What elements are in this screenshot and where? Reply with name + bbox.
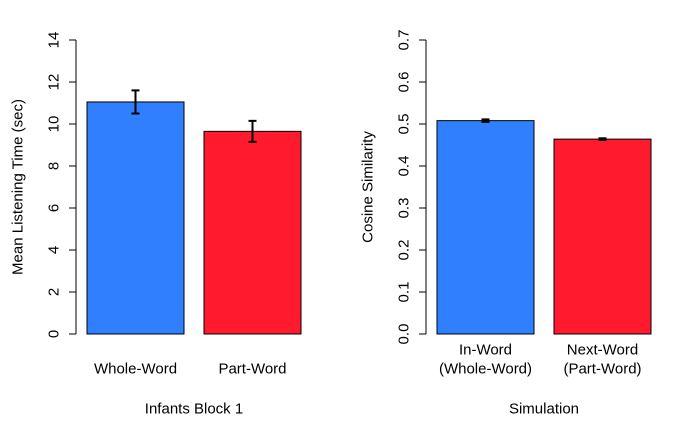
y-tick-label: 0.6 bbox=[396, 72, 413, 93]
y-tick-label: 8 bbox=[46, 162, 63, 170]
category-label: Next-Word bbox=[567, 342, 638, 359]
category-label: (Part-Word) bbox=[563, 361, 641, 378]
y-tick-label: 14 bbox=[46, 32, 63, 49]
y-tick-label: 6 bbox=[46, 204, 63, 212]
category-label: Part-Word bbox=[218, 361, 286, 378]
x-axis-title-simulation: Simulation bbox=[509, 401, 579, 418]
panel-simulation: 0.0 0.1 0.2 0.3 0.4 0.5 0.6 0.7 In-Word (Whole-Wo… bbox=[360, 30, 652, 418]
y-tick-label: 0.2 bbox=[396, 240, 413, 261]
y-tick-label: 12 bbox=[46, 74, 63, 91]
category-label: In-Word bbox=[459, 342, 512, 359]
bar-part-word bbox=[203, 130, 302, 335]
y-tick-label: 0.5 bbox=[396, 114, 413, 135]
y-tick-label: 0.7 bbox=[396, 30, 413, 51]
category-label: Whole-Word bbox=[94, 361, 177, 378]
y-axis-title-infants: Mean Listening Time (sec) bbox=[10, 99, 27, 275]
category-label: (Whole-Word) bbox=[439, 361, 532, 378]
y-tick-label: 0.1 bbox=[396, 282, 413, 303]
y-tick-label: 10 bbox=[46, 116, 63, 133]
y-tick-label: 0.3 bbox=[396, 198, 413, 219]
bar-in-word bbox=[436, 120, 535, 335]
bar-next-word bbox=[553, 138, 652, 335]
panel-infants: 0 2 4 6 8 10 12 14 Whole-Word Part-Word Infants Bl… bbox=[10, 32, 302, 418]
y-tick-label: 0.0 bbox=[396, 324, 413, 345]
y-tick-label: 0 bbox=[46, 330, 63, 338]
y-tick-label: 4 bbox=[46, 246, 63, 254]
y-tick-label: 0.4 bbox=[396, 156, 413, 177]
y-tick-label: 2 bbox=[46, 288, 63, 296]
y-axis-title-simulation: Cosine Similarity bbox=[360, 131, 377, 243]
x-axis-title-infants: Infants Block 1 bbox=[145, 401, 243, 418]
bar-whole-word bbox=[86, 101, 185, 335]
